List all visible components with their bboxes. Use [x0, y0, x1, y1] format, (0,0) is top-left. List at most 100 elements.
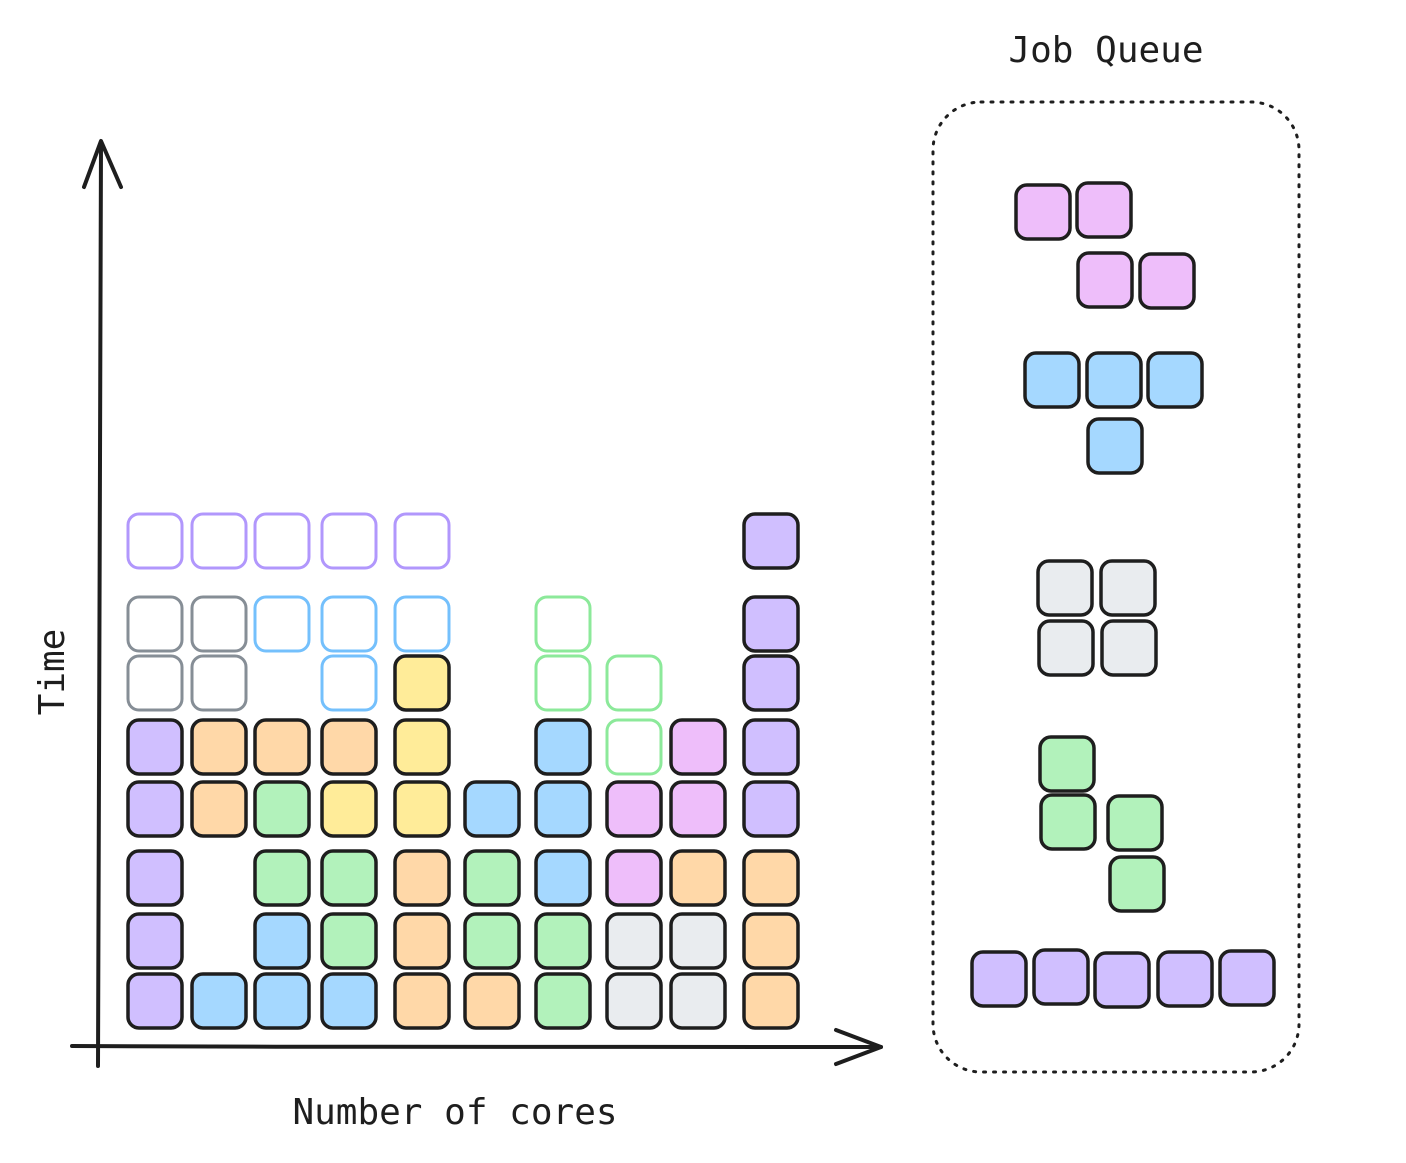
scheduled-job — [463, 718, 592, 907]
job-cell — [742, 512, 800, 570]
scheduled-job — [669, 849, 800, 1030]
x-axis-label: Number of cores — [292, 1092, 617, 1133]
job-cell — [534, 849, 592, 907]
y-axis-arrowhead — [82, 139, 123, 189]
job-cell — [463, 780, 521, 838]
queue-job — [1014, 181, 1196, 310]
job-cell — [742, 912, 800, 970]
x-axis-arrowhead — [834, 1028, 883, 1066]
job-cell — [320, 718, 378, 776]
job-cell — [393, 912, 451, 970]
job-cell — [742, 780, 800, 838]
job-cell — [534, 718, 592, 776]
job-cell — [534, 972, 592, 1030]
x-axis-line — [70, 1044, 883, 1050]
job-cell — [253, 718, 311, 776]
queue-job — [1036, 559, 1158, 677]
planned-job-cell — [605, 654, 663, 712]
scheduled-job — [393, 849, 521, 1030]
planned-job-cell — [190, 595, 248, 653]
job-cell — [126, 912, 184, 970]
queue-job-cell — [1075, 181, 1133, 239]
job-cell — [463, 849, 521, 907]
job-cell — [190, 718, 248, 776]
planned-job-cell — [534, 654, 592, 712]
queue-job-cell — [1036, 559, 1094, 617]
planned-jobs — [126, 512, 663, 776]
queue-job-cell — [1032, 948, 1090, 1006]
job-queue-box — [931, 100, 1301, 1074]
planned-job-cell — [534, 595, 592, 653]
job-cell — [320, 972, 378, 1030]
queue-job-cell — [1023, 351, 1081, 409]
queue-job-cell — [1099, 559, 1157, 617]
planned-job — [534, 595, 663, 776]
y-axis-line — [96, 140, 103, 1068]
job-cell — [605, 912, 663, 970]
queue-job-cell — [1039, 793, 1097, 851]
job-cell — [190, 780, 248, 838]
planned-job-cell — [126, 512, 184, 570]
job-cell — [393, 972, 451, 1030]
job-queue-title: Job Queue — [1008, 30, 1203, 71]
job-cell — [742, 849, 800, 907]
queue-job-cell — [1138, 252, 1196, 310]
queue-job — [1038, 735, 1166, 913]
queue-job — [1023, 351, 1204, 475]
queue-jobs — [970, 181, 1276, 1009]
planned-job-cell — [393, 595, 451, 653]
job-cell — [393, 718, 451, 776]
scheduled-job — [463, 849, 592, 1030]
job-cell — [126, 849, 184, 907]
queue-job-cell — [1106, 794, 1164, 852]
planned-job-cell — [393, 512, 451, 570]
queue-job-cell — [1146, 351, 1204, 409]
queue-job — [970, 948, 1276, 1009]
job-cell — [393, 654, 451, 712]
axes — [70, 139, 883, 1068]
job-cell — [605, 849, 663, 907]
job-cell — [669, 780, 727, 838]
job-cell — [253, 849, 311, 907]
job-cell — [253, 780, 311, 838]
planned-job-cell — [605, 718, 663, 776]
job-cell — [393, 849, 451, 907]
queue-job-cell — [1076, 251, 1134, 309]
queue-job-cell — [1108, 855, 1166, 913]
planned-job-cell — [320, 654, 378, 712]
job-cell — [742, 595, 800, 653]
planned-job-cell — [253, 512, 311, 570]
planned-job-cell — [320, 595, 378, 653]
scheduled-job — [742, 512, 800, 838]
job-cell — [605, 780, 663, 838]
scheduled-job — [253, 780, 378, 970]
job-cell — [742, 718, 800, 776]
job-cell — [190, 972, 248, 1030]
scheduled-job — [126, 718, 184, 1030]
job-cell — [126, 718, 184, 776]
queue-job-cell — [1038, 735, 1096, 793]
planned-job-cell — [190, 512, 248, 570]
queue-job-cell — [1218, 949, 1276, 1007]
job-cell — [669, 849, 727, 907]
queue-job-cell — [1100, 619, 1158, 677]
planned-job-cell — [320, 512, 378, 570]
queue-job-cell — [1086, 417, 1144, 475]
job-cell — [463, 912, 521, 970]
job-cell — [669, 972, 727, 1030]
planned-job-cell — [253, 595, 311, 653]
scheduled-job — [320, 654, 451, 838]
planned-job-cell — [126, 595, 184, 653]
job-cell — [320, 780, 378, 838]
queue-job-cell — [1156, 950, 1214, 1008]
scheduled-job — [190, 718, 378, 838]
scheduled-job — [190, 912, 378, 1030]
scheduled-job — [605, 912, 727, 1030]
queue-job-cell — [1093, 951, 1151, 1009]
planned-job — [253, 595, 451, 712]
planned-job — [126, 512, 451, 570]
job-cell — [669, 718, 727, 776]
job-cell — [605, 972, 663, 1030]
job-cell — [126, 780, 184, 838]
job-cell — [534, 912, 592, 970]
